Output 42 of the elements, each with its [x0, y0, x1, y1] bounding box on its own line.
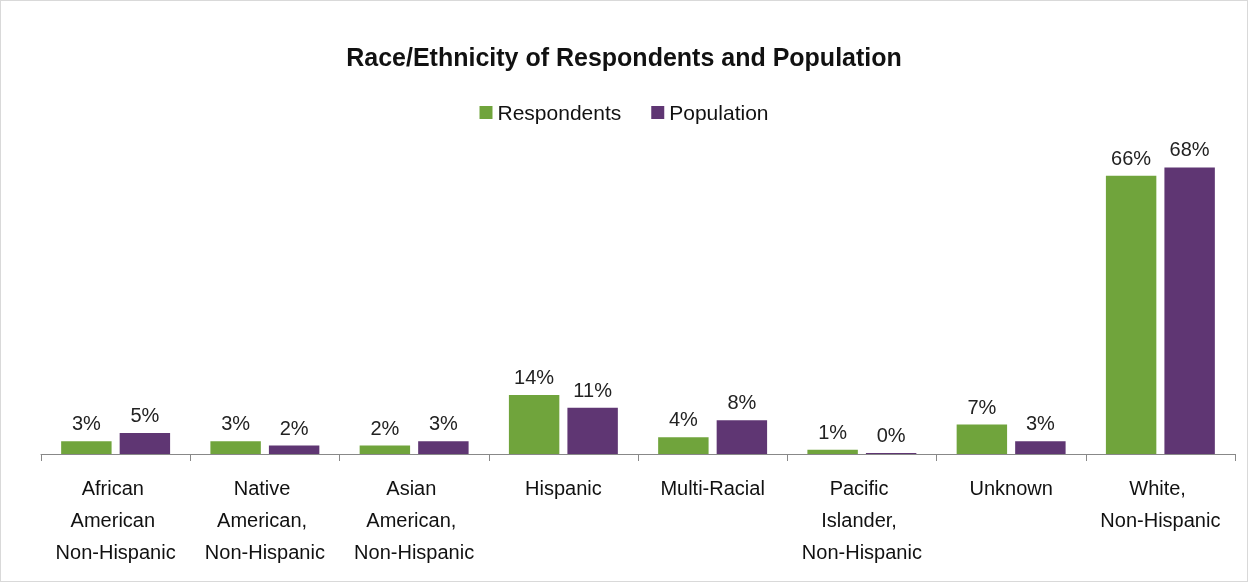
bar [210, 441, 261, 454]
data-label: 11% [573, 378, 613, 401]
bar [716, 420, 768, 454]
legend-label: Population [669, 101, 769, 124]
x-tick-label: Hispanic [525, 477, 602, 499]
data-label: 3% [428, 412, 459, 435]
x-tick-label: Pacific Islander, Non-Hispanic [801, 477, 922, 563]
bar [658, 437, 709, 454]
x-tick-label: African American Non-Hispanic [55, 477, 176, 563]
chart-title: Race/Ethnicity of Respondents and Population [346, 42, 902, 71]
bar [567, 407, 618, 454]
legend-label: Respondents [497, 101, 622, 124]
x-tick-label: Unknown [969, 477, 1053, 499]
bar [508, 395, 560, 454]
bar [418, 441, 469, 454]
data-label: 3% [71, 412, 102, 435]
data-label: 2% [279, 416, 309, 439]
data-label: 3% [1025, 412, 1056, 435]
bar [359, 445, 411, 454]
x-tick-label: Multi-Racial [660, 477, 765, 499]
data-label: 0% [876, 424, 906, 446]
bar [61, 441, 112, 454]
bar [1015, 441, 1066, 454]
bar [1164, 167, 1215, 454]
x-tick-label: White, Non-Hispanic [1100, 477, 1221, 531]
data-label: 4% [668, 408, 699, 431]
data-label: 66% [1111, 146, 1152, 169]
bar [956, 424, 1008, 454]
data-label: 1% [818, 420, 848, 443]
x-tick-label: Asian American, Non-Hispanic [354, 477, 475, 563]
data-label: 5% [130, 403, 160, 426]
x-tick-label: Native American, Non-Hispanic [204, 477, 325, 563]
bar [1105, 175, 1157, 454]
bar [807, 449, 858, 454]
data-label: 3% [221, 412, 251, 435]
data-label: 8% [727, 391, 757, 414]
data-label: 68% [1169, 138, 1210, 161]
bar [119, 432, 171, 454]
data-label: 2% [370, 416, 400, 439]
data-label: 14% [514, 366, 555, 388]
data-label: 7% [967, 395, 997, 418]
bar [268, 445, 320, 454]
